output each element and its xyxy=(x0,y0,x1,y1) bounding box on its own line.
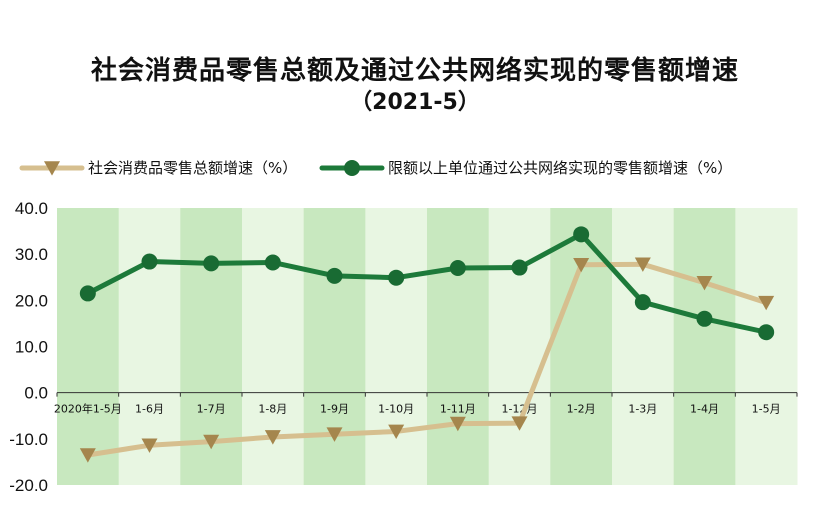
legend-label: 社会消费品零售总额增速（%） xyxy=(88,159,297,177)
y-tick-label: 10.0 xyxy=(15,338,48,357)
x-tick-label: 1-10月 xyxy=(378,403,414,416)
category-band xyxy=(673,208,736,485)
series-2 xyxy=(79,226,775,341)
data-point xyxy=(758,324,775,341)
data-point xyxy=(388,269,405,286)
series-line xyxy=(85,231,769,335)
x-tick-label: 1-12月 xyxy=(502,403,538,416)
x-tick-label: 1-7月 xyxy=(197,403,226,416)
x-tick-label: 1-2月 xyxy=(567,403,596,416)
data-point xyxy=(203,434,220,450)
data-point xyxy=(326,427,343,442)
x-tick-label: 1-8月 xyxy=(258,403,287,416)
data-point xyxy=(696,275,713,291)
x-tick-label: 1-9月 xyxy=(320,403,349,416)
category-band xyxy=(57,208,120,485)
data-point xyxy=(573,257,590,273)
y-tick-label: 40.0 xyxy=(15,199,48,218)
x-tick-label: 1-6月 xyxy=(135,403,164,416)
data-point xyxy=(141,253,158,270)
circle-marker-icon xyxy=(344,160,360,176)
data-point xyxy=(326,267,343,284)
x-tick-label: 1-5月 xyxy=(752,403,781,416)
y-tick-label: 30.0 xyxy=(15,245,48,264)
axes: 40.0 30.0 20.0 10.0 0.0 -10.0 -20.0 2020年1-5月 1-… xyxy=(9,199,798,495)
y-tick-label: 0.0 xyxy=(24,384,48,403)
data-point xyxy=(573,226,590,243)
series-line xyxy=(85,261,769,458)
data-point xyxy=(634,294,651,311)
chart-subtitle: （2021-5） xyxy=(350,90,480,115)
data-point xyxy=(79,448,96,463)
x-tick-label: 1-11月 xyxy=(440,403,476,416)
category-band xyxy=(365,208,428,485)
chart-title: 社会消费品零售总额及通过公共网络实现的零售额增速 xyxy=(90,56,739,86)
data-point xyxy=(388,424,405,440)
series-1 xyxy=(79,257,775,463)
data-point xyxy=(141,438,158,453)
y-tick-label: 20.0 xyxy=(15,291,48,310)
data-point xyxy=(264,254,281,271)
legend: 社会消费品零售总额增速（%） 限额以上单位通过公共网络实现的零售额增速（%） xyxy=(19,159,732,177)
data-point xyxy=(203,255,220,272)
legend-item-1: 社会消费品零售总额增速（%） xyxy=(19,159,297,177)
data-point xyxy=(79,285,96,302)
data-point xyxy=(449,416,466,432)
x-tick-label: 2020年1-5月 xyxy=(54,402,122,416)
legend-label: 限额以上单位通过公共网络实现的零售额增速（%） xyxy=(388,159,732,177)
data-point xyxy=(696,310,713,327)
category-band xyxy=(303,208,366,485)
category-band xyxy=(488,208,551,485)
category-band xyxy=(612,208,675,485)
data-point xyxy=(634,257,651,272)
category-band xyxy=(427,208,490,485)
data-point xyxy=(264,430,281,445)
legend-item-2: 限额以上单位通过公共网络实现的零售额增速（%） xyxy=(319,159,732,177)
category-band xyxy=(550,208,613,485)
series-group xyxy=(79,226,775,463)
triangle-marker-icon xyxy=(44,161,60,176)
x-tick-label: 1-3月 xyxy=(628,403,657,416)
y-tick-label: -20.0 xyxy=(9,476,48,495)
data-point xyxy=(758,295,775,311)
data-point xyxy=(449,260,466,277)
data-point xyxy=(511,259,528,276)
category-band xyxy=(735,208,798,485)
y-tick-label: -10.0 xyxy=(9,430,48,449)
data-point xyxy=(511,416,528,431)
x-tick-label: 1-4月 xyxy=(690,403,719,416)
